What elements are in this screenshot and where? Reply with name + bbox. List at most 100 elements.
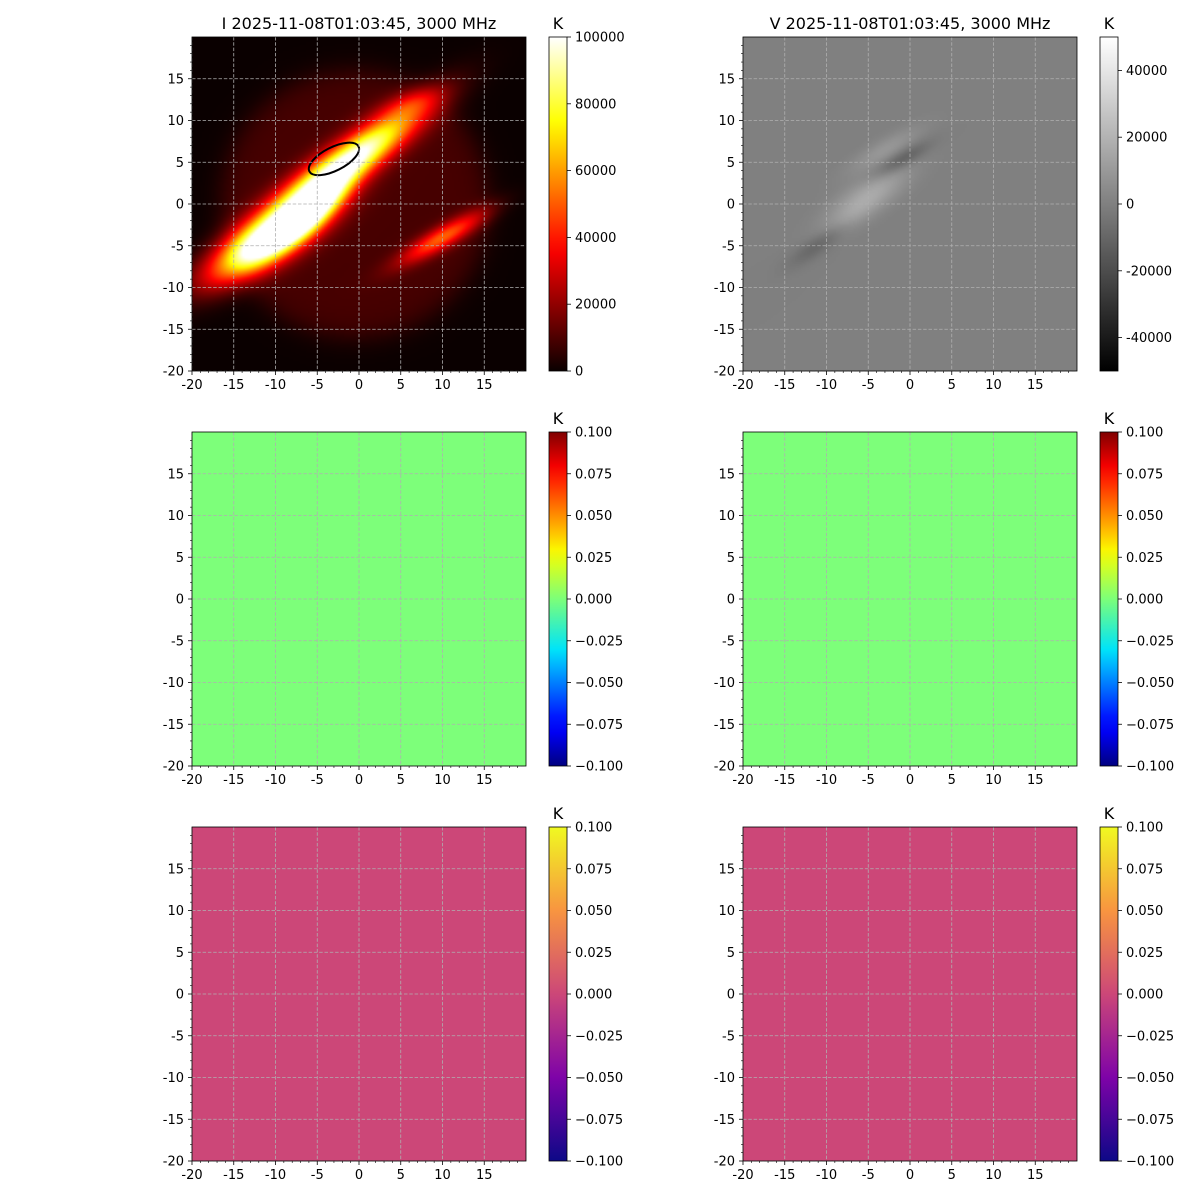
x-tick-label: 15 <box>1027 773 1044 788</box>
x-tick-label: -10 <box>265 378 286 393</box>
y-tick-label: 5 <box>176 551 184 566</box>
y-tick-label: 15 <box>167 467 184 482</box>
colorbar-tick-label: 0.000 <box>1126 593 1163 608</box>
x-tick-label: 10 <box>985 378 1002 393</box>
colorbar-tick-label: 100000 <box>575 31 625 46</box>
x-tick-label: -5 <box>862 1168 875 1183</box>
x-tick-label: 15 <box>1027 1168 1044 1183</box>
x-tick-label: -5 <box>862 378 875 393</box>
colorbar-tick-label: 0.075 <box>575 467 612 482</box>
x-tick-label: 0 <box>906 773 914 788</box>
x-tick-label: 10 <box>985 1168 1002 1183</box>
colorbar-tick-label: 0.000 <box>575 593 612 608</box>
colorbar-tick-label: −0.075 <box>575 718 623 733</box>
panel-6: -20 -15 -10 -5 0 5 10 15 -20 -15 -10 -5 0 5 10 15 K −0.10… <box>714 804 1174 1183</box>
x-tick-label: -5 <box>311 773 324 788</box>
axes-frame <box>742 826 1078 1162</box>
x-tick-label: -20 <box>181 1168 202 1183</box>
colorbar-tick-label: −0.025 <box>1126 634 1174 649</box>
y-tick-label: -15 <box>714 1113 735 1128</box>
x-tick-label: -15 <box>223 1168 244 1183</box>
colorbar <box>1099 36 1119 372</box>
colorbar-tick-label: 0.000 <box>575 988 612 1003</box>
colorbar-tick-label: 0.050 <box>575 904 612 919</box>
panel-1: -20 -15 -10 -5 0 5 10 15 -20 -15 -10 -5 0 5 10 15 I 2025… <box>163 14 625 393</box>
colorbar-tick-label: 0.050 <box>575 509 612 524</box>
colorbar-tick-label: 0.050 <box>1126 509 1163 524</box>
y-tick-label: 15 <box>718 862 735 877</box>
x-tick-label: 10 <box>434 1168 451 1183</box>
x-tick-label: -10 <box>265 773 286 788</box>
y-tick-label: 15 <box>718 72 735 87</box>
x-tick-label: 0 <box>906 1168 914 1183</box>
colorbar-tick-label: 40000 <box>1126 64 1167 79</box>
y-tick-label: -20 <box>163 760 184 775</box>
y-tick-label: -5 <box>722 239 735 254</box>
colorbar-tick-label: 0.075 <box>1126 862 1163 877</box>
y-tick-label: -20 <box>714 365 735 380</box>
colorbar-tick-label: 0.025 <box>1126 946 1163 961</box>
x-tick-label: -10 <box>816 1168 837 1183</box>
panel-4: -20 -15 -10 -5 0 5 10 15 -20 -15 -10 -5 0 5 10 15 K −0.10… <box>714 409 1174 788</box>
colorbar-tick-label: −0.100 <box>575 760 623 775</box>
x-tick-label: -10 <box>265 1168 286 1183</box>
axes-frame <box>191 826 527 1162</box>
colorbar-tick-label: 0 <box>1126 198 1134 213</box>
colorbar-tick-label: −0.025 <box>575 634 623 649</box>
y-tick-label: 15 <box>718 467 735 482</box>
x-tick-label: 10 <box>434 773 451 788</box>
colorbar-label: K <box>1104 409 1115 428</box>
y-tick-label: -10 <box>163 1071 184 1086</box>
y-tick-label: 0 <box>727 988 735 1003</box>
x-tick-label: 5 <box>948 378 956 393</box>
x-tick-label: 5 <box>948 1168 956 1183</box>
x-tick-label: -15 <box>774 378 795 393</box>
colorbar-tick-label: −0.050 <box>575 676 623 691</box>
colorbar-tick-label: −0.075 <box>1126 1113 1174 1128</box>
y-tick-label: 0 <box>727 198 735 213</box>
colorbar-tick-label: 20000 <box>575 298 616 313</box>
colorbar-tick-label: 0.100 <box>575 426 612 441</box>
y-tick-label: 5 <box>176 156 184 171</box>
y-tick-label: -20 <box>714 760 735 775</box>
y-tick-label: -10 <box>163 281 184 296</box>
panel-title: I 2025-11-08T01:03:45, 3000 MHz <box>222 14 497 33</box>
colorbar-tick-label: −0.100 <box>1126 1155 1174 1170</box>
y-tick-label: -5 <box>722 1029 735 1044</box>
colorbar-tick-label: 0.050 <box>1126 904 1163 919</box>
x-tick-label: -20 <box>732 1168 753 1183</box>
y-tick-label: -15 <box>163 1113 184 1128</box>
colorbar-label: K <box>1104 14 1115 33</box>
y-tick-label: 15 <box>167 72 184 87</box>
colorbar-tick-label: 0.100 <box>1126 426 1163 441</box>
y-tick-label: 0 <box>176 198 184 213</box>
y-tick-label: -15 <box>163 323 184 338</box>
colorbar-tick-label: −0.025 <box>1126 1029 1174 1044</box>
colorbar-tick-label: −0.050 <box>575 1071 623 1086</box>
colorbar-tick-label: -40000 <box>1126 331 1172 346</box>
y-tick-label: 10 <box>167 509 184 524</box>
y-tick-label: 0 <box>176 593 184 608</box>
x-tick-label: -10 <box>816 378 837 393</box>
colorbar <box>1099 431 1119 767</box>
y-tick-label: -15 <box>714 323 735 338</box>
x-tick-label: -20 <box>181 773 202 788</box>
x-tick-label: -5 <box>862 773 875 788</box>
panel-3: -20 -15 -10 -5 0 5 10 15 -20 -15 -10 -5 0 5 10 15 K −0.10… <box>163 409 623 788</box>
colorbar <box>1099 826 1119 1162</box>
colorbar-tick-label: −0.025 <box>575 1029 623 1044</box>
x-tick-label: -15 <box>223 378 244 393</box>
colorbar-tick-label: 60000 <box>575 164 616 179</box>
axes-frame <box>742 431 1078 767</box>
y-tick-label: 5 <box>727 946 735 961</box>
x-tick-label: 0 <box>906 378 914 393</box>
x-tick-label: 5 <box>397 1168 405 1183</box>
x-tick-label: 10 <box>434 378 451 393</box>
x-tick-label: 0 <box>355 1168 363 1183</box>
y-tick-label: -10 <box>714 676 735 691</box>
x-tick-label: -5 <box>311 1168 324 1183</box>
x-tick-label: 15 <box>1027 378 1044 393</box>
x-tick-label: 15 <box>476 773 493 788</box>
colorbar-label: K <box>553 14 564 33</box>
x-tick-label: -15 <box>774 1168 795 1183</box>
